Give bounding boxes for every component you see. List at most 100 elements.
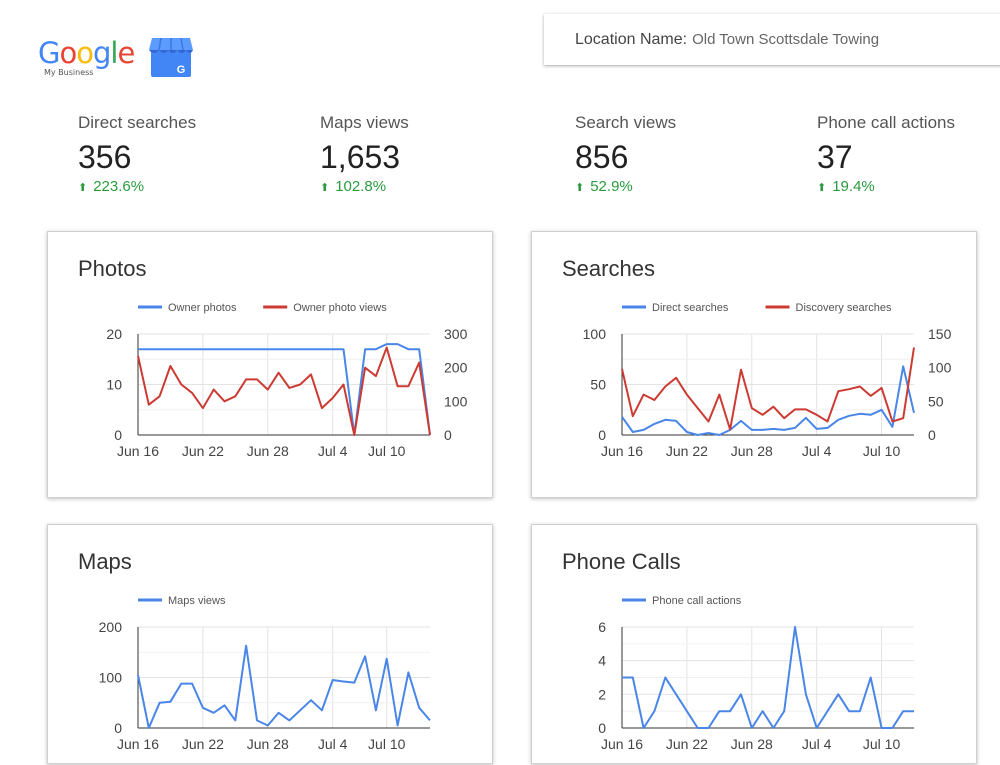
logo-letter: o [76, 36, 94, 70]
x-tick-label: Jul 4 [318, 443, 348, 459]
stat-label: Maps views [320, 113, 409, 132]
x-tick-label: Jun 22 [666, 736, 708, 752]
x-tick-label: Jul 4 [318, 736, 348, 752]
x-tick-label: Jul 10 [368, 736, 406, 752]
y2-tick-label: 0 [928, 427, 936, 443]
stat-label: Search views [575, 113, 677, 132]
logo-letter: o [59, 36, 77, 70]
y2-tick-label: 150 [928, 326, 952, 342]
chart-title: Searches [562, 256, 655, 281]
stat-label: Direct searches [78, 113, 197, 132]
stat-value: 1,653 [320, 139, 401, 175]
x-tick-label: Jul 10 [863, 736, 901, 752]
y-tick-label: 200 [99, 619, 123, 635]
up-arrow-icon: ⬆ [817, 182, 827, 194]
y-tick-label: 50 [590, 377, 606, 393]
series-line [621, 347, 915, 431]
y2-tick-label: 100 [444, 393, 468, 409]
y-tick-label: 100 [583, 326, 607, 342]
x-tick-label: Jun 28 [247, 443, 289, 459]
phone-calls-chart: 0 2 4 6 Jun 16 Jun 22 Jun 28 Jul 4 Jul 10 Phone c… [598, 595, 914, 752]
location-label: Location Name: [575, 30, 688, 48]
y2-tick-label: 50 [928, 393, 944, 409]
x-tick-label: Jul 10 [368, 443, 406, 459]
x-tick-label: Jun 28 [247, 736, 289, 752]
x-tick-label: Jul 10 [863, 443, 901, 459]
google-my-business-logo: Google My Business G [38, 36, 198, 82]
stat-change-value: 52.9% [590, 178, 633, 195]
logo-letter: e [117, 36, 135, 70]
stat-label: Phone call actions [817, 113, 955, 132]
chart-title: Phone Calls [562, 549, 681, 574]
series-line [138, 343, 431, 436]
location-name-box: Location Name: Old Town Scottsdale Towin… [544, 14, 1000, 65]
maps-chart-card: Maps 0 100 200 Jun 16 Jun 22 Jun 28 Jul 4 Jul 1… [47, 524, 493, 764]
logo-letter: G [38, 36, 61, 70]
stat-phone-call-actions: Phone call actions 37 ⬆ 19.4% [817, 112, 955, 197]
y-tick-label: 20 [106, 326, 122, 342]
up-arrow-icon: ⬆ [575, 182, 585, 194]
x-tick-label: Jun 22 [666, 443, 708, 459]
logo-subtitle: My Business [44, 68, 94, 77]
y2-tick-label: 200 [444, 360, 468, 376]
x-tick-label: Jun 16 [117, 443, 159, 459]
x-tick-label: Jun 22 [182, 736, 224, 752]
stat-direct-searches: Direct searches 356 ⬆ 223.6% [78, 112, 196, 197]
x-tick-label: Jul 4 [802, 443, 832, 459]
x-tick-label: Jun 16 [117, 736, 159, 752]
location-value: Old Town Scottsdale Towing [692, 31, 880, 48]
logo-letter: l [110, 36, 118, 70]
y-tick-label: 0 [114, 720, 122, 736]
searches-chart-card: Searches 0 50 100 0 50 100 150 Jun 16 Jun 22 Jun … [531, 231, 977, 498]
stat-change-value: 223.6% [93, 178, 145, 195]
series-line [621, 365, 915, 436]
series-line [137, 346, 431, 436]
legend-label: Owner photos [168, 302, 237, 314]
stat-change-value: 102.8% [335, 178, 387, 195]
y-tick-label: 6 [598, 619, 606, 635]
legend-label: Owner photo views [293, 302, 387, 314]
up-arrow-icon: ⬆ [78, 182, 88, 194]
y-tick-label: 0 [114, 427, 122, 443]
x-tick-label: Jul 4 [802, 736, 832, 752]
google-wordmark: Google [38, 36, 135, 70]
x-tick-label: Jun 16 [601, 443, 643, 459]
stat-search-views: Search views 856 ⬆ 52.9% [575, 112, 676, 197]
y-tick-label: 4 [598, 653, 606, 669]
logo-letter: g [92, 36, 111, 70]
y2-tick-label: 0 [444, 427, 452, 443]
stat-change-value: 19.4% [832, 178, 875, 195]
photos-chart-card: Photos 0 10 20 0 100 200 300 Jun 16 Jun 22 Jun 28… [47, 231, 493, 498]
phone-calls-chart-card: Phone Calls 0 2 4 6 Jun 16 Jun 22 Jun 28 Jul 4 J… [531, 524, 977, 764]
y2-tick-label: 300 [444, 326, 468, 342]
legend-label: Maps views [168, 595, 226, 607]
stat-change: ⬆ 52.9% [575, 178, 676, 197]
y-tick-label: 0 [598, 427, 606, 443]
store-letter: G [177, 64, 186, 76]
stat-change: ⬆ 102.8% [320, 178, 409, 197]
stat-value: 356 [78, 139, 132, 175]
y-tick-label: 10 [106, 377, 122, 393]
x-tick-label: Jun 22 [182, 443, 224, 459]
legend-label: Direct searches [652, 302, 729, 314]
chart-title: Photos [78, 256, 147, 281]
x-tick-label: Jun 16 [601, 736, 643, 752]
stat-value: 856 [575, 139, 629, 175]
y-tick-label: 0 [598, 720, 606, 736]
legend-label: Discovery searches [796, 302, 892, 314]
stat-change: ⬆ 223.6% [78, 178, 196, 197]
storefront-icon: G [149, 37, 193, 77]
maps-chart: 0 100 200 Jun 16 Jun 22 Jun 28 Jul 4 Jul 10 Maps… [99, 595, 431, 752]
series-line [137, 644, 431, 729]
x-tick-label: Jun 28 [731, 736, 773, 752]
searches-chart: 0 50 100 0 50 100 150 Jun 16 Jun 22 Jun 28 Jul 4 Ju… [583, 302, 952, 459]
x-tick-label: Jun 28 [731, 443, 773, 459]
stat-value: 37 [817, 139, 853, 175]
chart-title: Maps [78, 549, 132, 574]
series-line [622, 626, 914, 729]
y2-tick-label: 100 [928, 360, 952, 376]
stat-maps-views: Maps views 1,653 ⬆ 102.8% [320, 112, 409, 197]
y-tick-label: 100 [99, 670, 123, 686]
up-arrow-icon: ⬆ [320, 182, 330, 194]
